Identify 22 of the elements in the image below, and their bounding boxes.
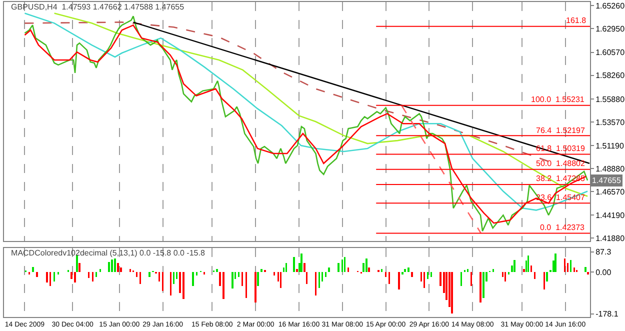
y-tick-label: 1.44190 bbox=[596, 211, 625, 220]
y-tick-label: 1.51190 bbox=[596, 141, 624, 150]
ref-line-label: 76.4 1.52197 bbox=[536, 126, 586, 135]
y-tick-label: 1.60570 bbox=[596, 48, 625, 58]
y-tick-label: 1.41880 bbox=[596, 234, 625, 244]
y-tick-label: 1.46570 bbox=[596, 187, 625, 196]
y-tick-label: 1.62950 bbox=[596, 24, 625, 34]
y-tick-label: 1.65260 bbox=[596, 1, 625, 10]
y-tick-label: 1.53570 bbox=[596, 118, 625, 127]
y-tick-label: 1.48880 bbox=[596, 164, 625, 174]
y-tick-label: -178.1 bbox=[596, 310, 619, 319]
annotation: 161.8 bbox=[566, 16, 587, 25]
ref-line-label: 100.0 1.55231 bbox=[531, 95, 585, 104]
ref-line-label: 0.0 1.42373 bbox=[540, 223, 586, 232]
annotation: 1.47655 bbox=[592, 176, 622, 185]
y-tick-label: 1.58260 bbox=[596, 71, 625, 80]
chart-title: GBPUSD,H4 1.47593 1.47662 1.47588 1.47655 bbox=[11, 2, 185, 12]
ref-line-label: 50.0 1.48802 bbox=[536, 159, 586, 168]
chart-title: MACDColoredv102decimal (5,13,1) 0.0 -15.8 0.0 -15.8 bbox=[11, 248, 206, 258]
y-tick-label: 0.00 bbox=[596, 268, 612, 278]
y-tick-label: 87.3 bbox=[596, 248, 612, 257]
y-tick-label: 1.55880 bbox=[596, 94, 625, 104]
